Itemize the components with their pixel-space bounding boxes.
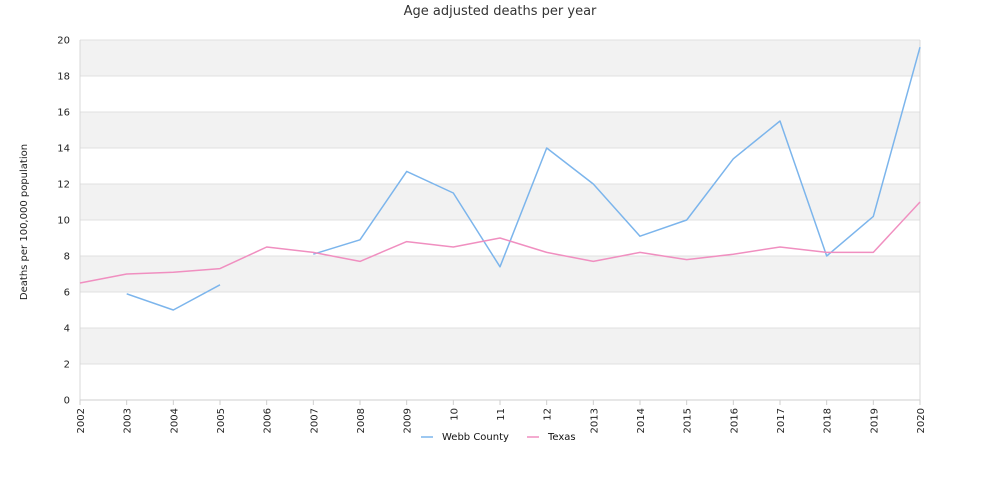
- grid-band: [80, 184, 920, 220]
- x-tick-label: 2019: [869, 408, 880, 433]
- y-tick-label: 20: [57, 36, 70, 47]
- grid-band: [80, 40, 920, 76]
- x-tick-label: 2007: [309, 408, 320, 433]
- x-tick-label: 2009: [403, 408, 414, 433]
- x-tick-label: 2004: [169, 408, 180, 433]
- x-tick-label: 2003: [123, 408, 134, 433]
- x-tick-label: 2002: [76, 408, 87, 433]
- grid-band: [80, 112, 920, 148]
- x-tick-label: 2020: [916, 408, 927, 433]
- y-tick-label: 0: [64, 396, 70, 407]
- x-tick-label: 2016: [729, 408, 740, 433]
- x-tick-label: 2015: [683, 408, 694, 433]
- legend-label[interactable]: Texas: [547, 432, 576, 443]
- y-tick-label: 18: [57, 72, 70, 83]
- y-tick-label: 6: [64, 288, 70, 299]
- y-tick-label: 4: [64, 324, 70, 335]
- y-tick-label: 2: [64, 360, 70, 371]
- x-tick-label: 2014: [636, 408, 647, 433]
- chart-title: Age adjusted deaths per year: [403, 4, 597, 19]
- y-tick-label: 12: [57, 180, 70, 191]
- y-tick-label: 14: [57, 144, 70, 155]
- y-tick-label: 10: [57, 216, 70, 227]
- series-line: [79, 201, 921, 284]
- legend: Webb County Texas: [421, 432, 576, 443]
- x-tick-label: 2013: [589, 408, 600, 433]
- x-axis-ticks: 2002 2003 2004 2005 2006 2007 2008 2009 10 11 12 20…: [76, 400, 927, 433]
- x-tick-label: 2018: [823, 408, 834, 433]
- x-tick-label: 2005: [216, 408, 227, 433]
- x-tick-label: 2006: [263, 408, 274, 433]
- x-tick-label: 10: [449, 408, 460, 421]
- y-tick-label: 16: [57, 108, 70, 119]
- x-tick-label: 2008: [356, 408, 367, 433]
- grid-bands: [80, 40, 920, 364]
- x-tick-label: 12: [543, 408, 554, 421]
- x-tick-label: 11: [496, 408, 507, 421]
- y-tick-label: 8: [64, 252, 70, 263]
- grid-band: [80, 328, 920, 364]
- x-tick-label: 2017: [776, 408, 787, 433]
- grid-band: [80, 256, 920, 292]
- legend-label[interactable]: Webb County: [442, 432, 509, 443]
- y-axis-title: Deaths per 100,000 population: [19, 144, 30, 300]
- series-line: [126, 47, 921, 311]
- y-axis-ticks: 0 2 4 6 8 10 12 14 16 18 20: [57, 36, 70, 407]
- series-lines: [79, 47, 921, 311]
